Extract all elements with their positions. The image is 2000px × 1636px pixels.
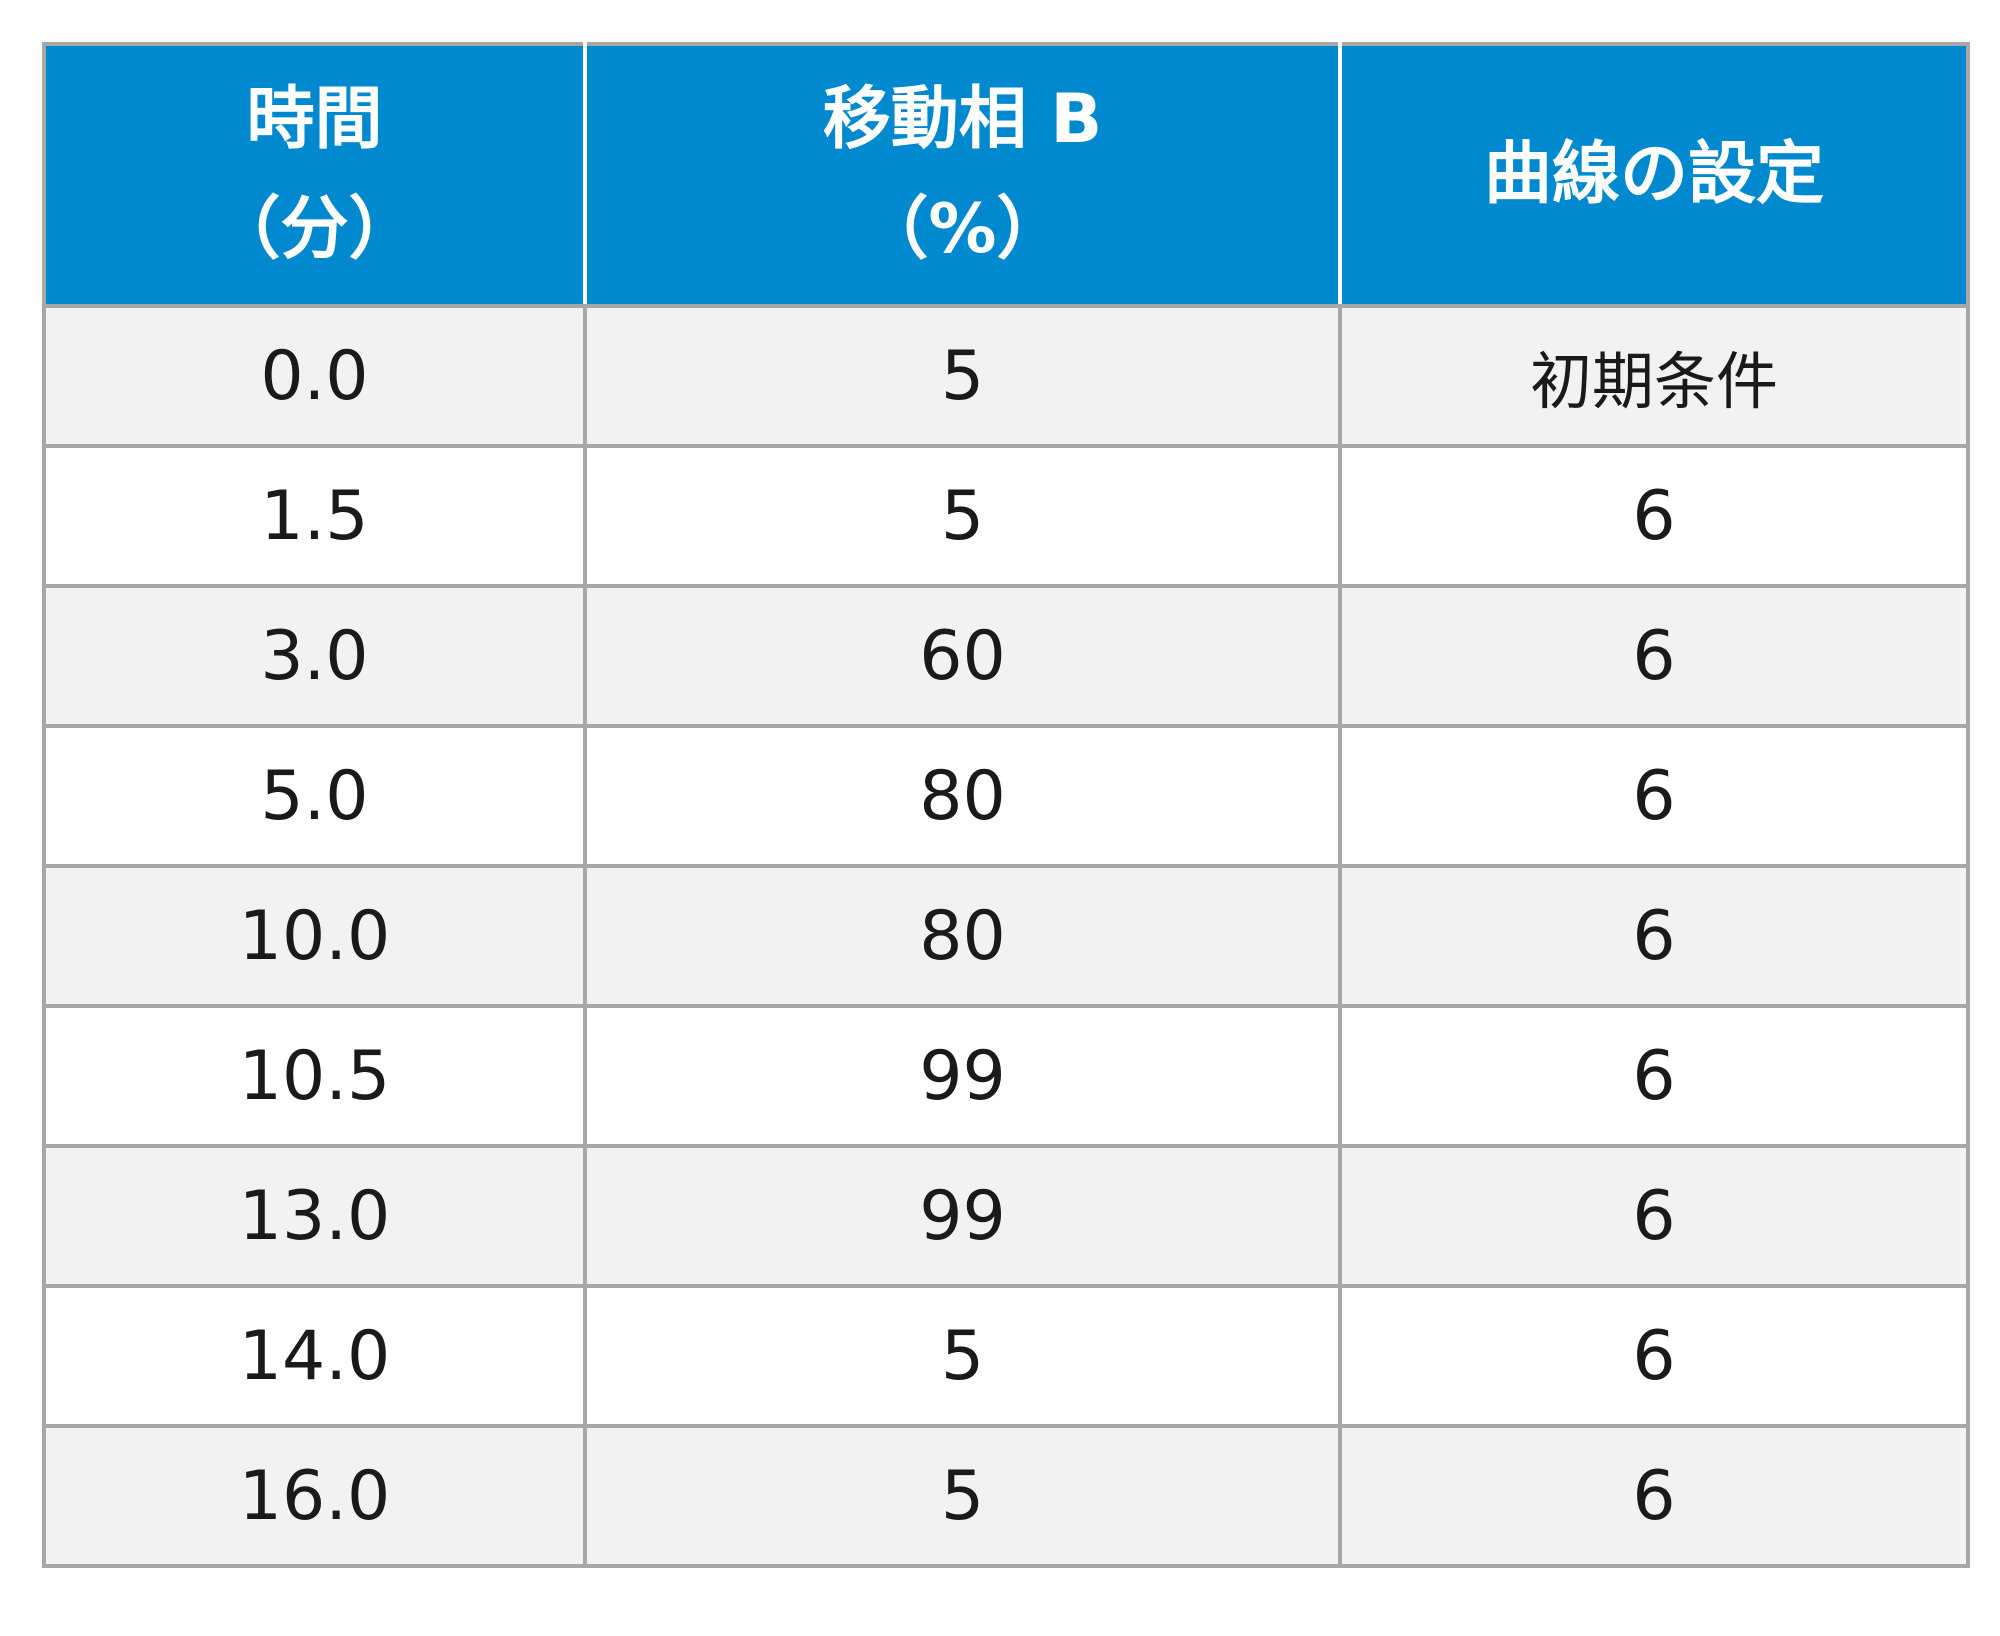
time-cell: 1.5 — [42, 444, 587, 588]
mobile-phase-b-cell: 99 — [583, 1004, 1342, 1148]
table-row: 10.5 99 6 — [42, 1004, 1970, 1148]
header-curve-setting-label: 曲線の設定 — [1483, 135, 1824, 214]
header-time-label: 時間 — [246, 80, 383, 159]
mobile-phase-b-cell: 80 — [583, 724, 1342, 868]
curve-cell: 6 — [1338, 1284, 1970, 1428]
table-row: 0.0 5 初期条件 — [42, 304, 1970, 448]
gradient-table-container: 時間 （分） 移動相 B （%） 曲線の設定 0.0 5 初期条件 1.5 — [42, 42, 1970, 1568]
header-mobile-phase-b-unit: （%） — [860, 190, 1065, 269]
curve-cell: 6 — [1338, 584, 1970, 728]
curve-cell: 6 — [1338, 1424, 1970, 1568]
time-cell: 10.0 — [42, 864, 587, 1008]
header-time-unit: （分） — [212, 190, 417, 269]
curve-cell: 6 — [1338, 1144, 1970, 1288]
time-cell: 0.0 — [42, 304, 587, 448]
table-row: 14.0 5 6 — [42, 1284, 1970, 1428]
table-row: 1.5 5 6 — [42, 444, 1970, 588]
table-row: 3.0 60 6 — [42, 584, 1970, 728]
gradient-table: 時間 （分） 移動相 B （%） 曲線の設定 0.0 5 初期条件 1.5 — [42, 42, 1970, 1568]
curve-cell: 6 — [1338, 864, 1970, 1008]
mobile-phase-b-cell: 5 — [583, 1284, 1342, 1428]
table-row: 10.0 80 6 — [42, 864, 1970, 1008]
mobile-phase-b-cell: 5 — [583, 444, 1342, 588]
table-row: 13.0 99 6 — [42, 1144, 1970, 1288]
time-cell: 10.5 — [42, 1004, 587, 1148]
curve-cell: 6 — [1338, 1004, 1970, 1148]
time-cell: 14.0 — [42, 1284, 587, 1428]
curve-cell: 初期条件 — [1338, 304, 1970, 448]
header-mobile-phase-b-label: 移動相 B — [822, 80, 1103, 159]
mobile-phase-b-cell: 80 — [583, 864, 1342, 1008]
mobile-phase-b-cell: 60 — [583, 584, 1342, 728]
mobile-phase-b-cell: 5 — [583, 304, 1342, 448]
table-row: 5.0 80 6 — [42, 724, 1970, 868]
header-mobile-phase-b: 移動相 B （%） — [583, 42, 1342, 308]
time-cell: 3.0 — [42, 584, 587, 728]
table-header-row: 時間 （分） 移動相 B （%） 曲線の設定 — [42, 42, 1970, 308]
time-cell: 16.0 — [42, 1424, 587, 1568]
header-curve-setting: 曲線の設定 — [1338, 42, 1970, 308]
header-time: 時間 （分） — [42, 42, 587, 308]
table-row: 16.0 5 6 — [42, 1424, 1970, 1568]
curve-cell: 6 — [1338, 724, 1970, 868]
mobile-phase-b-cell: 99 — [583, 1144, 1342, 1288]
time-cell: 13.0 — [42, 1144, 587, 1288]
mobile-phase-b-cell: 5 — [583, 1424, 1342, 1568]
time-cell: 5.0 — [42, 724, 587, 868]
curve-cell: 6 — [1338, 444, 1970, 588]
